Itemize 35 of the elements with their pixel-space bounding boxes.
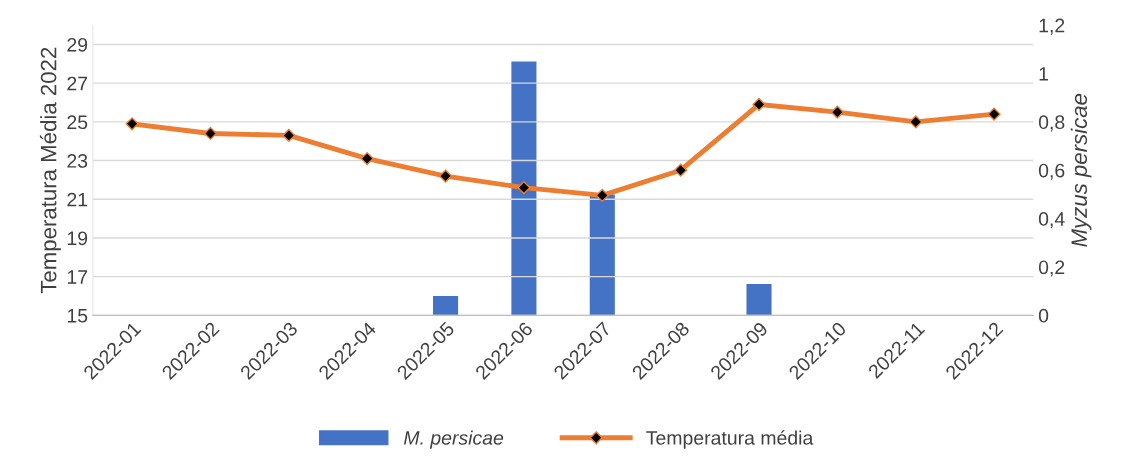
- y2-tick-label: 1: [1039, 67, 1049, 81]
- point: [752, 97, 766, 112]
- point: [438, 169, 453, 183]
- y2-tick-label: 0,8: [1038, 115, 1065, 132]
- y-tick-label: 15: [67, 309, 88, 323]
- bar: [589, 194, 615, 316]
- y2-tick-label: 0,2: [1038, 260, 1065, 277]
- y-tick-label: 21: [67, 192, 88, 207]
- bar: [433, 295, 459, 316]
- point: [282, 128, 296, 142]
- point: [987, 107, 1001, 121]
- bar: [511, 61, 537, 316]
- point: [830, 105, 844, 119]
- y-tick-label: 19: [67, 231, 88, 246]
- y2-tick-label: 0,4: [1038, 212, 1065, 229]
- y-tick-label: 29: [67, 37, 88, 52]
- point: [517, 181, 531, 195]
- point: [674, 163, 688, 177]
- y2-tick-label: 1,2: [1039, 18, 1065, 35]
- y-tick-label: 25: [67, 115, 88, 130]
- point: [595, 188, 609, 202]
- bar: [746, 283, 772, 316]
- point: [125, 117, 139, 131]
- point: [203, 126, 218, 141]
- y-axis-title: Temperatura Média 2022: [39, 47, 61, 294]
- legend-label: M. persicae: [403, 430, 504, 449]
- y2-tick-label: 0,6: [1038, 163, 1065, 180]
- point: [909, 115, 923, 129]
- y2-axis-title: Myzus persicae: [1070, 93, 1092, 247]
- y-tick-label: 17: [67, 270, 88, 284]
- y2-tick-label: 0: [1038, 308, 1049, 323]
- point: [360, 152, 374, 166]
- y-tick-label: 23: [67, 154, 88, 168]
- legend-label: Temperatura média: [646, 430, 814, 449]
- y-tick-label: 27: [67, 76, 88, 91]
